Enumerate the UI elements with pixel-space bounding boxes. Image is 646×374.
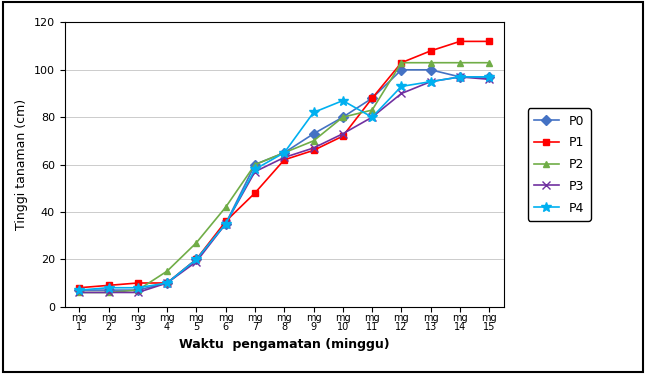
P1 [485,39,493,44]
P3 [485,77,493,82]
P0 [163,281,171,285]
P1 [368,96,376,101]
P1 [397,61,405,65]
P3 [368,115,376,119]
P1 [105,283,112,288]
P2 [105,290,112,295]
P2 [309,139,317,143]
P3 [134,290,141,295]
P4 [485,75,493,79]
P3 [280,155,288,160]
P2 [397,61,405,65]
P2 [427,61,435,65]
P3 [397,91,405,96]
P4 [456,75,464,79]
P3 [339,132,347,136]
P3 [193,260,200,264]
P2 [222,205,229,209]
Legend: P0, P1, P2, P3, P4: P0, P1, P2, P3, P4 [528,108,590,221]
P0 [339,115,347,119]
P2 [134,288,141,292]
P4 [309,110,317,115]
P4 [163,281,171,285]
P1 [309,148,317,153]
P1 [222,219,229,224]
Line: P4: P4 [74,72,494,295]
P4 [105,285,112,290]
Line: P2: P2 [76,59,493,296]
P1 [76,285,83,290]
P1 [427,49,435,53]
P4 [134,285,141,290]
P1 [251,191,259,195]
P2 [163,269,171,273]
P0 [134,288,141,292]
P4 [427,79,435,84]
P1 [193,257,200,261]
X-axis label: Waktu  pengamatan (minggu): Waktu pengamatan (minggu) [179,338,390,351]
P4 [76,288,83,292]
P3 [456,75,464,79]
P3 [105,290,112,295]
P4 [251,167,259,172]
P3 [222,221,229,226]
P2 [485,61,493,65]
P0 [280,150,288,155]
P3 [163,281,171,285]
Line: P1: P1 [76,38,493,291]
P3 [76,290,83,295]
Y-axis label: Tinggi tanaman (cm): Tinggi tanaman (cm) [16,99,28,230]
P4 [193,257,200,261]
P2 [280,150,288,155]
P1 [134,281,141,285]
P2 [456,61,464,65]
P0 [397,68,405,72]
P2 [251,162,259,167]
P0 [427,68,435,72]
P4 [222,221,229,226]
P0 [456,75,464,79]
P2 [339,115,347,119]
P2 [368,108,376,112]
P1 [163,281,171,285]
P3 [427,79,435,84]
P0 [368,96,376,101]
P2 [76,290,83,295]
P0 [193,257,200,261]
P0 [309,132,317,136]
P1 [339,134,347,138]
P0 [76,288,83,292]
P0 [105,288,112,292]
P3 [251,169,259,174]
P0 [222,221,229,226]
Line: P0: P0 [76,66,493,294]
Line: P3: P3 [75,73,494,297]
P3 [309,146,317,150]
P1 [280,157,288,162]
P0 [251,162,259,167]
P4 [280,150,288,155]
P2 [193,240,200,245]
P4 [397,84,405,89]
P1 [456,39,464,44]
P0 [485,75,493,79]
P4 [339,98,347,103]
P4 [368,115,376,119]
